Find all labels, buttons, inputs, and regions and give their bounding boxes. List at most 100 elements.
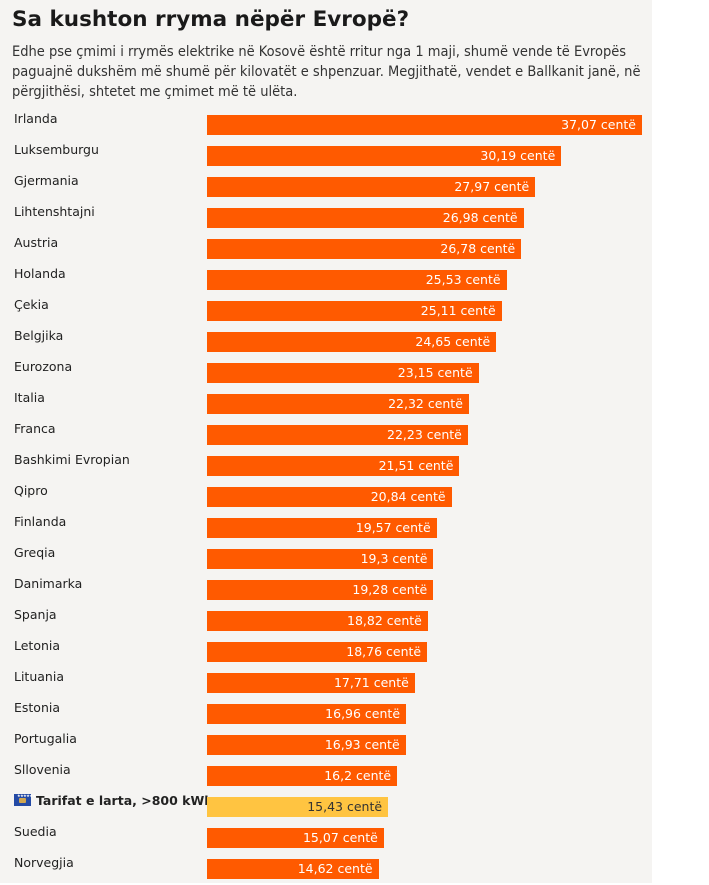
chart-title: Sa kushton rryma nëpër Evropë? [12, 7, 410, 32]
value-label: 23,15 centë [397, 365, 473, 380]
bar: 15,07 centë [207, 828, 384, 848]
value-label: 25,53 centë [425, 272, 501, 287]
category-label: Eurozona [14, 359, 72, 374]
category-label: Estonia [14, 700, 60, 715]
bar-row: Finlanda 19,57 centë [0, 513, 652, 544]
bar-row: Holanda 25,53 centë [0, 265, 652, 296]
category-label: Norvegjia [14, 855, 74, 870]
bar-row: Danimarka 19,28 centë [0, 575, 652, 606]
category-label: Çekia [14, 297, 49, 312]
category-label-text: Danimarka [14, 576, 83, 591]
bar-row: Estonia 16,96 centë [0, 699, 652, 730]
bar-row: Lituania 17,71 centë [0, 668, 652, 699]
bar-row: Greqia 19,3 centë [0, 544, 652, 575]
category-label-text: Portugalia [14, 731, 77, 746]
category-label-text: Irlanda [14, 111, 58, 126]
bar: 16,93 centë [207, 735, 406, 755]
chart-subtitle: Edhe pse çmimi i rrymës elektrike në Kos… [12, 44, 641, 100]
bar-row: Irlanda 37,07 centë [0, 110, 652, 141]
value-label: 17,71 centë [333, 675, 409, 690]
category-label: Austria [14, 235, 58, 250]
category-label-text: Lituania [14, 669, 64, 684]
value-label: 30,19 centë [480, 148, 556, 163]
category-label-text: Estonia [14, 700, 61, 715]
bar: 37,07 centë [207, 115, 642, 135]
value-label: 16,2 centë [324, 768, 392, 783]
category-label: Lihtenshtajni [14, 204, 95, 219]
bar: 22,23 centë [207, 425, 468, 445]
category-label: Lituania [14, 669, 64, 684]
bar: 26,98 centë [207, 208, 524, 228]
value-label: 15,43 centë [307, 799, 383, 814]
bar: 20,84 centë [207, 487, 452, 507]
category-label: Finlanda [14, 514, 66, 529]
bar: 26,78 centë [207, 239, 522, 259]
bar-row: Norvegjia 14,62 centë [0, 854, 652, 885]
category-label: Suedia [14, 824, 57, 839]
bar-row: Lihtenshtajni 26,98 centë [0, 203, 652, 234]
kosovo-flag-icon: ★★★★★★ [14, 794, 36, 806]
category-label-text: Bashkimi Evropian [14, 452, 130, 467]
bar-row: Çekia 25,11 centë [0, 296, 652, 327]
category-label: Sllovenia [14, 762, 71, 777]
bar: 30,19 centë [207, 146, 562, 166]
value-label: 18,82 centë [347, 613, 422, 628]
category-label-text: Gjermania [14, 173, 79, 188]
category-label-text: Norvegjia [14, 855, 74, 870]
value-label: 21,51 centë [378, 458, 454, 473]
value-label: 37,07 centë [561, 117, 636, 132]
value-label: 19,3 centë [360, 551, 428, 566]
category-label: Danimarka [14, 576, 82, 591]
bar-row: Italia 22,32 centë [0, 389, 652, 420]
category-label-text: Çekia [14, 297, 49, 312]
bar: 19,57 centë [207, 518, 437, 538]
category-label-text: Tarifat e larta, >800 kWh [36, 793, 214, 808]
category-label-text: Suedia [14, 824, 57, 839]
value-label: 20,84 centë [370, 489, 446, 504]
bar: 16,2 centë [207, 766, 398, 786]
bar: 16,96 centë [207, 704, 407, 724]
bar-row: Luksemburgu 30,19 centë [0, 141, 652, 172]
bar: 14,62 centë [207, 859, 379, 879]
bar-row: Qipro 20,84 centë [0, 482, 652, 513]
category-label: Luksemburgu [14, 142, 99, 157]
bar: 24,65 centë [207, 332, 497, 352]
value-label: 22,23 centë [387, 427, 462, 442]
bar: 19,3 centë [207, 549, 434, 569]
category-label-text: Franca [14, 421, 56, 436]
bar-row: Eurozona 23,15 centë [0, 358, 652, 389]
bar-row: Bashkimi Evropian 21,51 centë [0, 451, 652, 482]
bar: 23,15 centë [207, 363, 479, 383]
category-label: Irlanda [14, 111, 57, 126]
category-label: Qipro [14, 483, 48, 498]
category-label: Greqia [14, 545, 55, 560]
bar: 18,76 centë [207, 642, 428, 662]
category-label-text: Qipro [14, 483, 48, 498]
value-label: 26,98 centë [442, 210, 518, 225]
category-label-text: Italia [14, 390, 45, 405]
category-label-text: Holanda [14, 266, 66, 281]
category-label: Belgjika [14, 328, 63, 343]
chart-panel: Sa kushton rryma nëpër Evropë? Edhe pse … [0, 0, 652, 883]
category-label-text: Finlanda [14, 514, 67, 529]
value-label: 16,96 centë [325, 706, 401, 721]
value-label: 24,65 centë [415, 334, 491, 349]
bar-row: Spanja 18,82 centë [0, 606, 652, 637]
value-label: 27,97 centë [454, 179, 530, 194]
bar: 15,43 centë [207, 797, 389, 817]
bar: 21,51 centë [207, 456, 460, 476]
value-label: 16,93 centë [324, 737, 400, 752]
category-label: Franca [14, 421, 56, 436]
category-label: Holanda [14, 266, 66, 281]
bar-row: Suedia 15,07 centë [0, 823, 652, 854]
category-label: ★★★★★★ Tarifat e larta, >800 kWh [14, 793, 213, 808]
bar-chart: Irlanda 37,07 centë Luksemburgu 30,19 centë… [0, 110, 652, 883]
value-label: 19,57 centë [355, 520, 431, 535]
bar-row: Austria 26,78 centë [0, 234, 652, 265]
bar: 25,11 centë [207, 301, 502, 321]
bar-row: Gjermania 27,97 centë [0, 172, 652, 203]
value-label: 25,11 centë [420, 303, 496, 318]
bar: 18,82 centë [207, 611, 428, 631]
category-label-text: Luksemburgu [14, 142, 99, 157]
category-label-text: Spanja [14, 607, 57, 622]
